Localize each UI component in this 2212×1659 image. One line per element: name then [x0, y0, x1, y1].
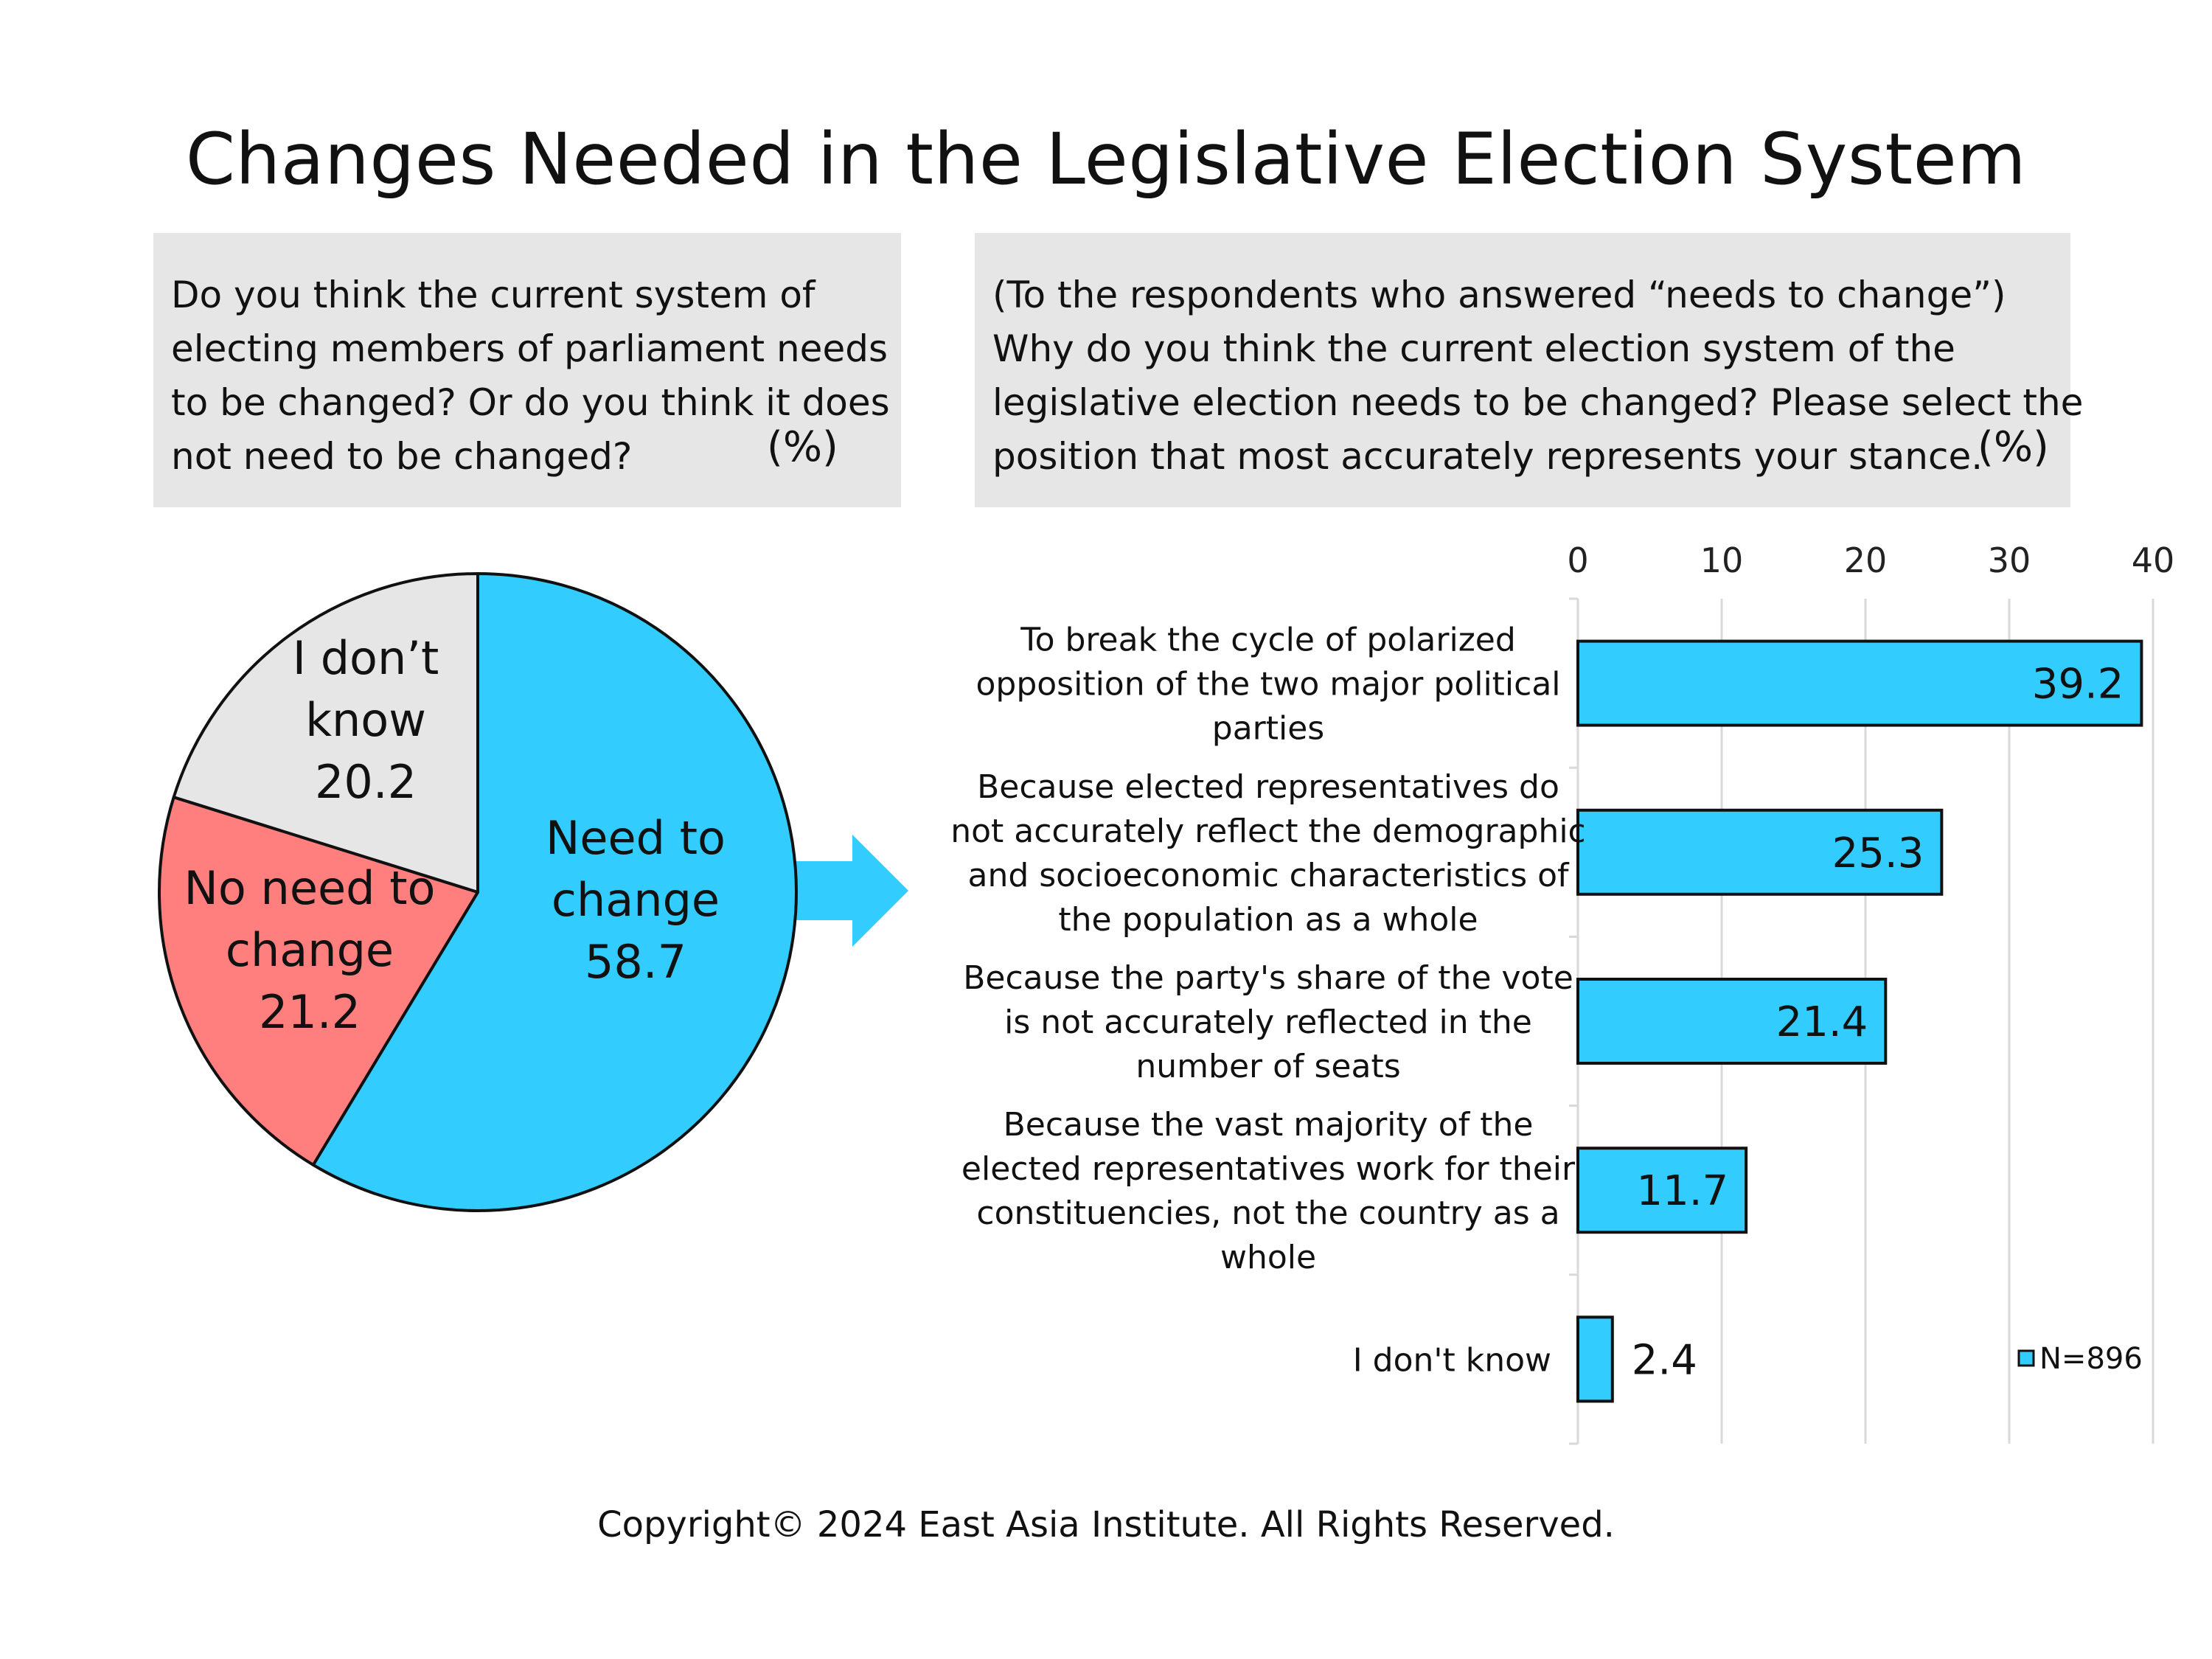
category-label: is not accurately reflected in the [1004, 1004, 1532, 1041]
category-label: To break the cycle of polarized [1020, 622, 1516, 659]
bar-value-label: 39.2 [2032, 661, 2124, 709]
bar [1576, 978, 1888, 1065]
x-tick-label: 10 [1700, 540, 1744, 580]
copyright-notice: Copyright© 2024 East Asia Institute. All… [597, 1504, 1615, 1545]
legend-swatch [2017, 1349, 2035, 1367]
category-label: whole [1220, 1239, 1316, 1276]
pie-slice-label: Need to [546, 811, 726, 865]
category-label: parties [1212, 710, 1324, 748]
right-question-line: Why do you think the current election sy… [992, 327, 1955, 370]
category-label: not accurately reflect the demographic [950, 813, 1586, 850]
left-question-line: electing members of parliament needs [171, 327, 888, 370]
pie-slice-value: 21.2 [259, 985, 361, 1039]
pie-slice-label: change [226, 923, 394, 977]
left-question-line: Do you think the current system of [171, 274, 815, 316]
right-question-box: (To the respondents who answered “needs … [975, 233, 2084, 507]
right-question-line: position that most accurately represents… [992, 435, 1983, 478]
pie-slice-label: know [305, 693, 426, 747]
bar-value-label: 21.4 [1776, 998, 1868, 1046]
pie-slice [172, 572, 479, 894]
category-label: Because the vast majority of the [1004, 1106, 1534, 1144]
left-question-box: Do you think the current system of elect… [153, 233, 901, 507]
category-label: the population as a whole [1058, 901, 1478, 939]
pie-slice-label: change [552, 873, 720, 927]
category-label: constituencies, not the country as a [976, 1194, 1559, 1232]
category-label: elected representatives work for their [961, 1150, 1576, 1188]
x-tick-label: 30 [1988, 540, 2031, 580]
legend-label: N=896 [2039, 1342, 2143, 1376]
x-tick-label: 0 [1567, 540, 1588, 580]
x-tick-label: 40 [2132, 540, 2175, 580]
bar-value-label: 2.4 [1632, 1336, 1697, 1384]
pie-slice [158, 796, 479, 1166]
left-question-line: to be changed? Or do you think it does [171, 381, 890, 424]
right-question-line: legislative election needs to be changed… [992, 381, 2084, 424]
chart-title: Changes Needed in the Legislative Electi… [185, 118, 2027, 201]
right-question-line: (To the respondents who answered “needs … [992, 274, 2006, 316]
right-unit-label: (%) [1978, 423, 2049, 471]
bar [1576, 639, 2143, 727]
bar [1576, 1147, 1748, 1234]
category-label: I don't know [1353, 1341, 1551, 1379]
x-tick-label: 20 [1844, 540, 1888, 580]
pie-slice-label: No need to [184, 861, 436, 915]
pie-slice-value: 20.2 [315, 755, 417, 809]
category-label: Because the party's share of the vote [963, 959, 1573, 997]
pie-slice [311, 572, 798, 1212]
bar [1576, 808, 1944, 896]
category-label: and socioeconomic characteristics of [967, 857, 1570, 894]
pie-slice-label: I don’t [293, 631, 439, 685]
category-label: opposition of the two major political [975, 666, 1560, 703]
bar [1576, 1315, 1614, 1403]
pie-slice-value: 58.7 [585, 935, 686, 989]
left-unit-label: (%) [767, 423, 838, 471]
bar-value-label: 25.3 [1832, 830, 1924, 877]
left-question-line: not need to be changed? [171, 435, 633, 478]
category-label: Because elected representatives do [977, 768, 1559, 806]
bar-value-label: 11.7 [1636, 1167, 1728, 1215]
category-label: number of seats [1135, 1048, 1400, 1085]
